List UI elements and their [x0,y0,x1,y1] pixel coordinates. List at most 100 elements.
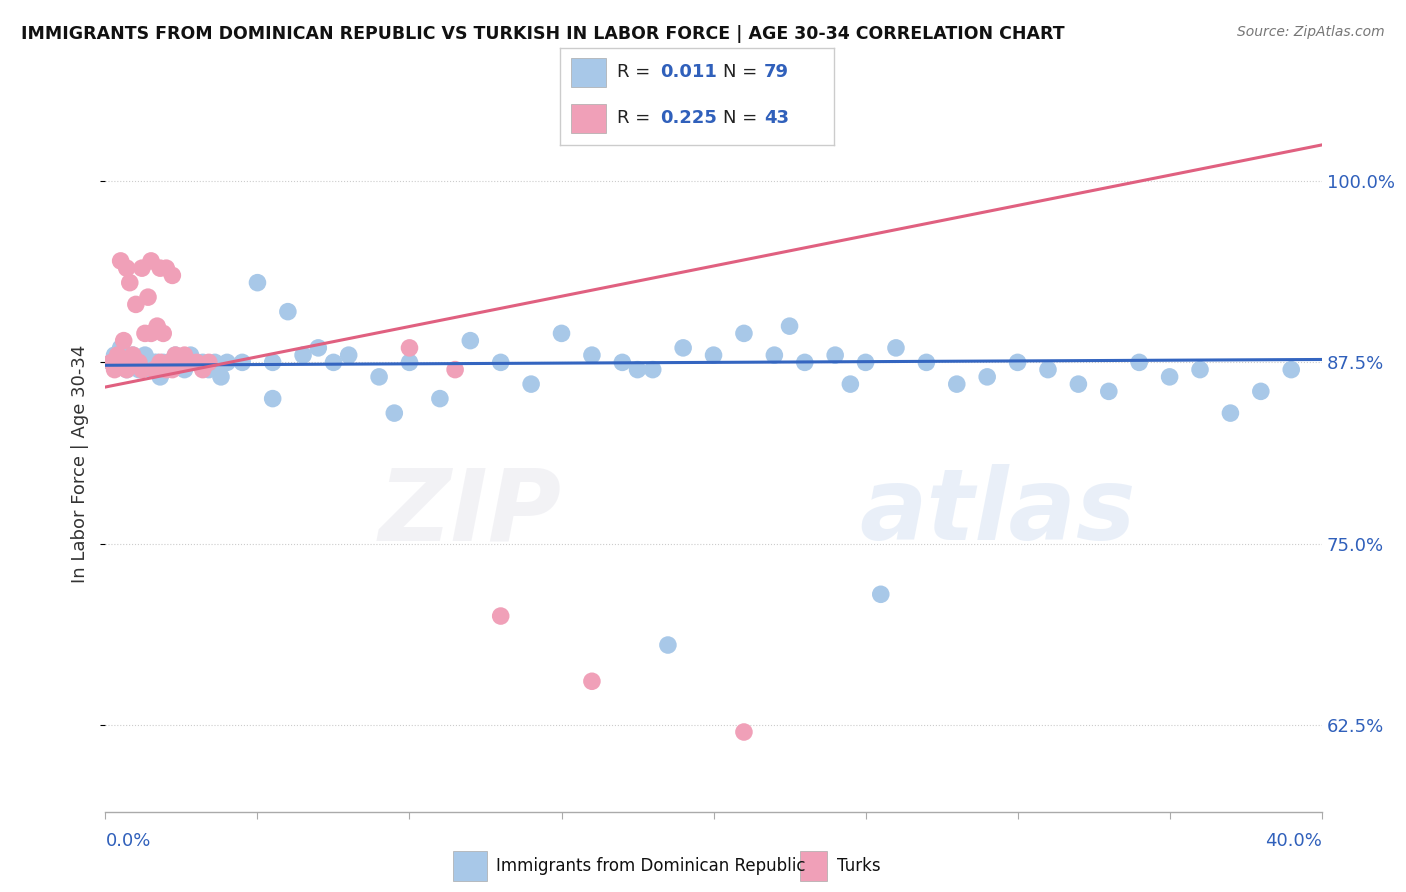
Point [118,276,141,290]
Point [186,355,208,369]
Point [100,355,122,369]
Point [884,341,907,355]
Point [733,725,755,739]
Point [162,355,184,369]
Point [136,355,159,369]
Point [146,355,169,369]
Point [103,362,125,376]
Point [167,355,190,369]
Point [110,355,132,369]
Point [180,348,202,362]
Bar [571,58,606,87]
Point [146,319,169,334]
Point [155,362,177,376]
Point [100,355,122,369]
Point [824,348,846,362]
Point [165,348,187,362]
Point [204,355,226,369]
Text: 0.225: 0.225 [659,110,717,128]
Point [262,355,284,369]
Point [198,355,221,369]
Point [398,341,420,355]
Point [217,355,239,369]
Point [763,348,786,362]
Point [1098,384,1121,399]
Point [702,348,725,362]
Point [626,362,648,376]
Point [149,261,172,276]
Point [121,348,143,362]
Point [112,334,135,348]
Point [793,355,815,369]
Point [112,355,135,369]
Point [110,341,132,355]
Text: 79: 79 [763,63,789,81]
Point [550,326,572,341]
Point [165,348,187,362]
Point [125,297,148,311]
Point [246,276,269,290]
Y-axis label: In Labor Force | Age 30-34: In Labor Force | Age 30-34 [72,344,90,583]
Point [115,362,138,376]
Point [1036,362,1059,376]
Point [186,355,208,369]
Text: N =: N = [723,63,762,81]
Point [125,355,148,369]
Point [128,355,150,369]
Point [489,609,512,624]
Point [131,355,153,369]
Point [131,261,153,276]
Point [322,355,344,369]
Text: 43: 43 [763,110,789,128]
Point [173,362,195,376]
Point [107,355,129,369]
Point [1219,406,1241,420]
Point [152,355,174,369]
Point [191,362,214,376]
Text: R =: R = [617,110,657,128]
Point [143,362,166,376]
Point [581,674,603,689]
Point [458,334,481,348]
Point [198,362,221,376]
Point [337,348,360,362]
Point [520,377,543,392]
Point [162,268,184,283]
Point [118,355,141,369]
Bar [800,851,827,881]
Point [180,355,202,369]
Point [191,355,214,369]
Point [1188,362,1211,376]
Point [612,355,634,369]
Text: 40.0%: 40.0% [1265,831,1322,849]
Text: 0.0%: 0.0% [105,831,150,849]
Point [839,377,862,392]
Text: Immigrants from Dominican Republic: Immigrants from Dominican Republic [496,857,806,875]
Point [110,254,132,268]
Point [152,326,174,341]
Text: ZIP: ZIP [378,464,561,561]
Point [657,638,679,652]
Point [157,355,180,369]
Point [157,355,180,369]
Text: atlas: atlas [859,464,1136,561]
Point [136,290,159,304]
Point [429,392,451,406]
Text: IMMIGRANTS FROM DOMINICAN REPUBLIC VS TURKISH IN LABOR FORCE | AGE 30-34 CORRELA: IMMIGRANTS FROM DOMINICAN REPUBLIC VS TU… [21,25,1064,43]
Text: R =: R = [617,63,657,81]
Point [170,355,193,369]
Text: Source: ZipAtlas.com: Source: ZipAtlas.com [1237,25,1385,39]
Point [125,355,148,369]
Point [1159,370,1181,384]
Bar [453,851,488,881]
Text: Turks: Turks [837,857,880,875]
Point [444,362,467,376]
Point [672,341,695,355]
Point [1279,362,1302,376]
Point [139,254,162,268]
Point [149,355,172,369]
Point [262,392,284,406]
Point [167,355,190,369]
Point [307,341,329,355]
Point [368,370,391,384]
